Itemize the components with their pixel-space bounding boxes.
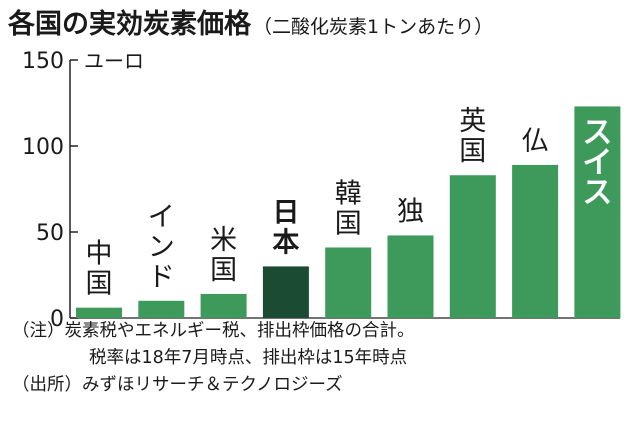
bar — [200, 293, 247, 318]
chart-subtitle: （二酸化炭素1トンあたり） — [253, 16, 494, 38]
chart-title: 各国の実効炭素価格 — [8, 9, 251, 40]
bar — [76, 307, 122, 318]
y-tick-label: 50 — [36, 221, 64, 246]
title-row: 各国の実効炭素価格 （二酸化炭素1トンあたり） — [8, 2, 493, 41]
note-line-2: 税率は18年7月時点、排出枠は15年時点 — [89, 348, 408, 368]
category-label: 中国 — [86, 239, 113, 300]
y-tick-label: 0 — [50, 307, 64, 332]
source-line: （出所）みずほリサーチ＆テクノロジーズ — [12, 375, 343, 395]
category-label: 英国 — [459, 106, 486, 167]
category-label: 米国 — [210, 225, 237, 286]
y-tick-label: 150 — [22, 49, 64, 74]
bar — [512, 164, 559, 318]
category-label: インド — [148, 202, 175, 293]
note-line-1: （注）炭素税やエネルギー税、排出枠価格の合計。 — [12, 321, 415, 341]
bar — [387, 235, 434, 318]
bar — [574, 106, 621, 318]
bar — [325, 247, 372, 318]
y-tick-label: 100 — [22, 135, 64, 160]
bar — [262, 266, 309, 318]
category-label: 韓国 — [335, 178, 362, 239]
category-label: スイス — [582, 115, 612, 210]
category-label: 独 — [397, 196, 424, 227]
bar — [449, 175, 496, 318]
category-label: 仏 — [522, 126, 549, 157]
bars — [76, 106, 621, 318]
y-unit-label: ユーロ — [84, 49, 144, 73]
bar — [138, 300, 185, 318]
category-label: 日本 — [272, 197, 299, 258]
